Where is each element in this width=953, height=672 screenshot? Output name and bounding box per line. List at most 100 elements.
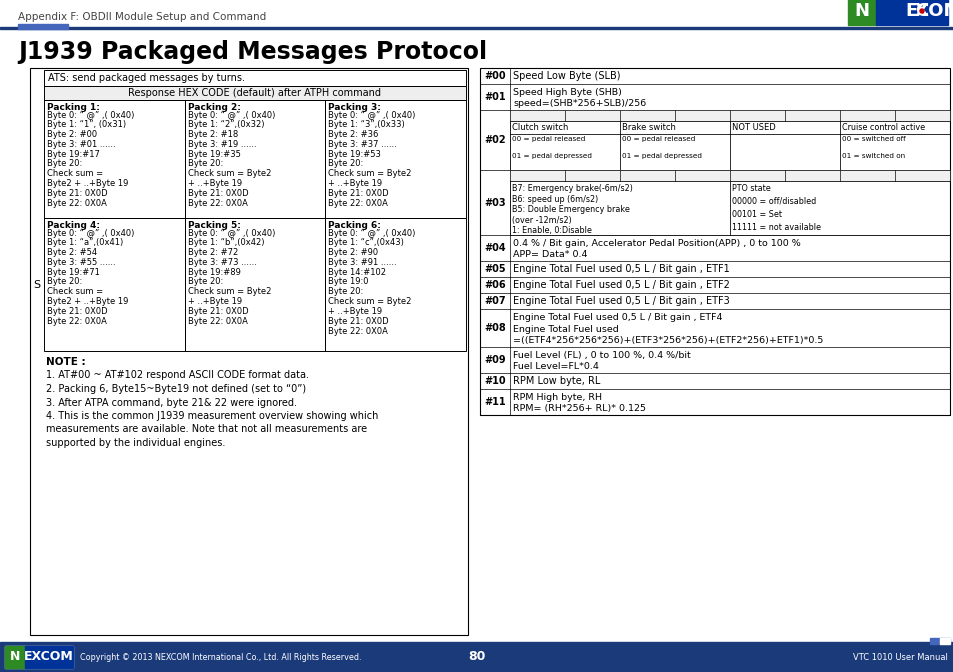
Text: Byte 19:0: Byte 19:0: [328, 278, 369, 286]
Text: Byte 21: 0X0D: Byte 21: 0X0D: [328, 317, 389, 326]
Text: Check sum = Byte2: Check sum = Byte2: [188, 169, 271, 178]
Text: B2: B2: [806, 111, 818, 120]
Bar: [510, 121, 619, 134]
Text: Byte 3: #01 ......: Byte 3: #01 ......: [47, 140, 115, 149]
Text: (over -12m/s2): (over -12m/s2): [512, 216, 571, 224]
Text: Packing 6:: Packing 6:: [328, 220, 381, 230]
Text: Byte 1: “3”,(0x33): Byte 1: “3”,(0x33): [328, 120, 405, 129]
Text: B1: B1: [861, 171, 872, 180]
Text: Packing 1:: Packing 1:: [47, 103, 100, 112]
Text: B3: B3: [751, 111, 762, 120]
Text: COM: COM: [914, 2, 953, 20]
Bar: [5, 646, 25, 668]
Bar: [619, 170, 675, 181]
Text: measurements are available. Note that not all measurements are: measurements are available. Note that no…: [46, 425, 367, 435]
Text: Byte 22: 0X0A: Byte 22: 0X0A: [47, 199, 107, 208]
Text: B7: B7: [532, 111, 542, 120]
Text: Byte 21: 0X0D: Byte 21: 0X0D: [47, 307, 108, 316]
Text: B6: speed up (6m/s2): B6: speed up (6m/s2): [512, 194, 598, 204]
Text: Byte 22: 0X0A: Byte 22: 0X0A: [47, 317, 107, 326]
Text: Byte 22: 0X0A: Byte 22: 0X0A: [188, 317, 247, 326]
Text: Appendix F: OBDII Module Setup and Command: Appendix F: OBDII Module Setup and Comma…: [18, 12, 266, 22]
Text: Byte 3: #19 ......: Byte 3: #19 ......: [188, 140, 256, 149]
Text: B2: B2: [806, 171, 818, 180]
Text: Byte 0: “ @” ,( 0x40): Byte 0: “ @” ,( 0x40): [188, 110, 274, 120]
Bar: [510, 170, 564, 181]
Text: Byte 2: #36: Byte 2: #36: [328, 130, 378, 139]
Text: 1. AT#00 ~ AT#102 respond ASCII CODE format data.: 1. AT#00 ~ AT#102 respond ASCII CODE for…: [46, 370, 309, 380]
Text: #06: #06: [484, 280, 505, 290]
Text: B5: Double Emergency brake: B5: Double Emergency brake: [512, 205, 629, 214]
Text: Byte 1: “2”,(0x32): Byte 1: “2”,(0x32): [188, 120, 264, 129]
Text: Byte 3: #55 ......: Byte 3: #55 ......: [47, 258, 115, 267]
Text: E: E: [905, 2, 917, 20]
Bar: [30, 68, 468, 635]
Text: Byte 20:: Byte 20:: [188, 278, 223, 286]
Text: Engine Total Fuel used 0,5 L / Bit gain , ETF2: Engine Total Fuel used 0,5 L / Bit gain …: [513, 280, 729, 290]
Text: N: N: [10, 650, 20, 663]
Text: 00101 = Set: 00101 = Set: [731, 210, 781, 219]
Text: Byte 21: 0X0D: Byte 21: 0X0D: [188, 189, 248, 198]
Text: 0.4 % / Bit gain, Accelerator Pedal Position(APP) , 0 to 100 %: 0.4 % / Bit gain, Accelerator Pedal Posi…: [513, 239, 800, 248]
Text: NOTE :: NOTE :: [46, 357, 86, 367]
Text: Byte 1: “b”,(0x42): Byte 1: “b”,(0x42): [188, 239, 264, 247]
Text: #10: #10: [484, 376, 505, 386]
Bar: [840, 170, 894, 181]
Text: Engine Total Fuel used 0,5 L / Bit gain , ETF3: Engine Total Fuel used 0,5 L / Bit gain …: [513, 296, 729, 306]
Text: J1939 Packaged Messages Protocol: J1939 Packaged Messages Protocol: [18, 40, 487, 64]
Text: PTO state: PTO state: [731, 184, 770, 193]
Bar: [510, 134, 619, 170]
Text: supported by the individual engines.: supported by the individual engines.: [46, 438, 225, 448]
Text: APP= Data* 0.4: APP= Data* 0.4: [513, 250, 587, 259]
Text: B1: B1: [861, 111, 872, 120]
Bar: [44, 218, 185, 351]
Bar: [619, 121, 729, 134]
Text: Check sum =: Check sum =: [47, 169, 103, 178]
Text: + ..+Byte 19: + ..+Byte 19: [328, 307, 382, 316]
Text: Byte 0: “ @” ,( 0x40): Byte 0: “ @” ,( 0x40): [47, 228, 134, 237]
Text: Byte 20:: Byte 20:: [47, 278, 82, 286]
Bar: [675, 170, 729, 181]
Text: Check sum = Byte2: Check sum = Byte2: [188, 288, 271, 296]
Text: Byte 0: “ @” ,( 0x40): Byte 0: “ @” ,( 0x40): [328, 110, 416, 120]
Text: Byte 21: 0X0D: Byte 21: 0X0D: [188, 307, 248, 316]
Text: #02: #02: [484, 135, 505, 145]
Bar: [564, 110, 619, 121]
Text: Fuel Level=FL*0.4: Fuel Level=FL*0.4: [513, 362, 598, 372]
Bar: [894, 170, 949, 181]
Bar: [840, 134, 949, 170]
Bar: [840, 110, 894, 121]
Text: Byte 0: “ @” ,( 0x40): Byte 0: “ @” ,( 0x40): [328, 228, 416, 237]
Text: Byte 22: 0X0A: Byte 22: 0X0A: [328, 327, 388, 335]
Text: Copyright © 2013 NEXCOM International Co., Ltd. All Rights Reserved.: Copyright © 2013 NEXCOM International Co…: [80, 653, 361, 661]
Text: 1: Enable, 0:Disable: 1: Enable, 0:Disable: [512, 226, 591, 235]
Text: B5: B5: [641, 171, 653, 180]
Text: Byte 2: #00: Byte 2: #00: [47, 130, 97, 139]
Text: + ..+Byte 19: + ..+Byte 19: [188, 297, 241, 306]
Text: + ..+Byte 19: + ..+Byte 19: [188, 179, 241, 188]
Text: NOT USED: NOT USED: [731, 123, 775, 132]
Bar: [564, 170, 619, 181]
Bar: [510, 110, 564, 121]
Text: #04: #04: [484, 243, 505, 253]
Text: Byte 3: #37 ......: Byte 3: #37 ......: [328, 140, 396, 149]
Text: Speed Low Byte (SLB): Speed Low Byte (SLB): [513, 71, 619, 81]
Text: 3. After ATPA command, byte 21& 22 were ignored.: 3. After ATPA command, byte 21& 22 were …: [46, 398, 296, 407]
Bar: [840, 121, 949, 134]
Text: Byte 1: “1”, (0x31): Byte 1: “1”, (0x31): [47, 120, 126, 129]
Text: Byte 20:: Byte 20:: [47, 159, 82, 169]
Text: Byte 21: 0X0D: Byte 21: 0X0D: [328, 189, 389, 198]
Text: B7: B7: [532, 171, 542, 180]
Bar: [675, 110, 729, 121]
Bar: [619, 110, 675, 121]
Text: 01 = switched on: 01 = switched on: [841, 153, 904, 159]
Text: 80: 80: [468, 650, 485, 663]
Text: B5: B5: [641, 111, 653, 120]
Text: Response HEX CODE (default) after ATPH command: Response HEX CODE (default) after ATPH c…: [129, 88, 381, 98]
Bar: [5, 646, 73, 668]
Bar: [185, 218, 325, 351]
Text: Byte 19:#17: Byte 19:#17: [47, 150, 100, 159]
Bar: [18, 24, 68, 29]
Text: B0: B0: [916, 171, 927, 180]
Bar: [325, 100, 465, 218]
